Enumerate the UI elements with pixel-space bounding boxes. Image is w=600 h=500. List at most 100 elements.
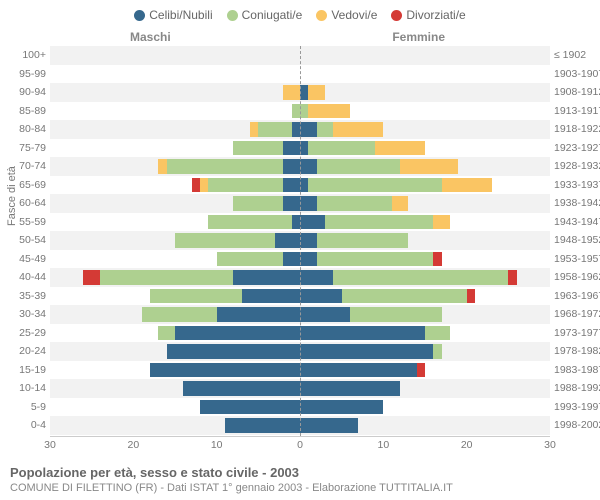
bar-segment xyxy=(308,141,375,156)
legend-item: Divorziati/e xyxy=(391,8,465,22)
legend-label: Coniugati/e xyxy=(242,8,303,22)
year-label: 1943-1947 xyxy=(554,216,600,228)
bar-segment xyxy=(433,252,441,267)
footer: Popolazione per età, sesso e stato civil… xyxy=(10,465,590,494)
x-tick: 20 xyxy=(127,439,139,451)
x-axis: 3020100102030 xyxy=(50,436,550,451)
bar-segment xyxy=(208,178,283,193)
bar-segment xyxy=(317,233,409,248)
bar-segment xyxy=(300,178,308,193)
bar-segment xyxy=(350,307,442,322)
legend-swatch xyxy=(391,10,402,21)
bar-segment xyxy=(325,215,433,230)
age-label: 0-4 xyxy=(8,419,46,431)
bar-segment xyxy=(275,233,300,248)
bar-segment xyxy=(83,270,100,285)
bar-segment xyxy=(425,326,450,341)
bar-segment xyxy=(250,122,258,137)
bar-male xyxy=(83,270,300,285)
bar-segment xyxy=(442,178,492,193)
bar-segment xyxy=(317,252,434,267)
bar-segment xyxy=(283,159,300,174)
bar-male xyxy=(208,215,300,230)
bar-female xyxy=(300,270,517,285)
bar-segment xyxy=(342,289,467,304)
year-label: 1988-1992 xyxy=(554,382,600,394)
bar-segment xyxy=(208,215,291,230)
bar-segment xyxy=(300,326,425,341)
bar-segment xyxy=(333,270,508,285)
label-males: Maschi xyxy=(130,30,171,44)
bar-segment xyxy=(292,215,300,230)
bar-male xyxy=(183,381,300,396)
year-label: 1998-2002 xyxy=(554,419,600,431)
bar-segment xyxy=(167,344,300,359)
bar-male xyxy=(283,85,300,100)
legend: Celibi/NubiliConiugati/eVedovi/eDivorzia… xyxy=(0,0,600,22)
bar-segment xyxy=(433,215,450,230)
age-label: 50-54 xyxy=(8,234,46,246)
bar-segment xyxy=(142,307,217,322)
label-females: Femmine xyxy=(392,30,445,44)
age-label: 40-44 xyxy=(8,271,46,283)
bar-female xyxy=(300,159,458,174)
bar-segment xyxy=(308,104,350,119)
year-label: 1923-1927 xyxy=(554,142,600,154)
age-label: 10-14 xyxy=(8,382,46,394)
year-label: 1978-1982 xyxy=(554,345,600,357)
bar-segment xyxy=(283,178,300,193)
bar-female xyxy=(300,178,492,193)
bar-segment xyxy=(300,233,317,248)
bar-female xyxy=(300,122,383,137)
plot-area: 100+≤ 190295-991903-190790-941908-191285… xyxy=(50,46,550,446)
legend-swatch xyxy=(227,10,238,21)
chart-title: Popolazione per età, sesso e stato civil… xyxy=(10,465,590,480)
age-label: 95-99 xyxy=(8,68,46,80)
chart-subtitle: COMUNE DI FILETTINO (FR) - Dati ISTAT 1°… xyxy=(10,482,590,494)
bar-segment xyxy=(242,289,300,304)
bar-male xyxy=(192,178,300,193)
bar-segment xyxy=(508,270,516,285)
legend-swatch xyxy=(316,10,327,21)
bar-segment xyxy=(300,270,333,285)
bar-segment xyxy=(283,141,300,156)
bar-segment xyxy=(233,141,283,156)
year-label: 1968-1972 xyxy=(554,308,600,320)
year-label: 1913-1917 xyxy=(554,105,600,117)
year-label: 1983-1987 xyxy=(554,364,600,376)
bar-segment xyxy=(283,252,300,267)
bar-segment xyxy=(392,196,409,211)
bar-female xyxy=(300,307,442,322)
year-label: 1958-1962 xyxy=(554,271,600,283)
population-pyramid: Celibi/NubiliConiugati/eVedovi/eDivorzia… xyxy=(0,0,600,500)
x-tick: 10 xyxy=(377,439,389,451)
bar-female xyxy=(300,233,408,248)
bar-female xyxy=(300,215,450,230)
bar-segment xyxy=(158,326,175,341)
bar-segment xyxy=(433,344,441,359)
bar-segment xyxy=(292,104,300,119)
year-label: 1938-1942 xyxy=(554,197,600,209)
year-label: 1928-1932 xyxy=(554,160,600,172)
bar-segment xyxy=(100,270,233,285)
year-label: 1953-1957 xyxy=(554,253,600,265)
bar-male xyxy=(167,344,300,359)
bar-segment xyxy=(300,363,417,378)
bar-female xyxy=(300,344,442,359)
bar-segment xyxy=(467,289,475,304)
x-tick: 20 xyxy=(461,439,473,451)
bar-segment xyxy=(300,400,383,415)
year-label: 1908-1912 xyxy=(554,86,600,98)
year-label: 1948-1952 xyxy=(554,234,600,246)
year-label: 1933-1937 xyxy=(554,179,600,191)
y-axis-left-title: Fasce di età xyxy=(6,166,18,226)
year-label: 1993-1997 xyxy=(554,401,600,413)
bar-female xyxy=(300,196,408,211)
year-label: 1963-1967 xyxy=(554,290,600,302)
bar-segment xyxy=(300,104,308,119)
bar-female xyxy=(300,104,350,119)
bar-female xyxy=(300,363,425,378)
bar-segment xyxy=(192,178,200,193)
bar-female xyxy=(300,252,442,267)
bar-segment xyxy=(258,122,291,137)
